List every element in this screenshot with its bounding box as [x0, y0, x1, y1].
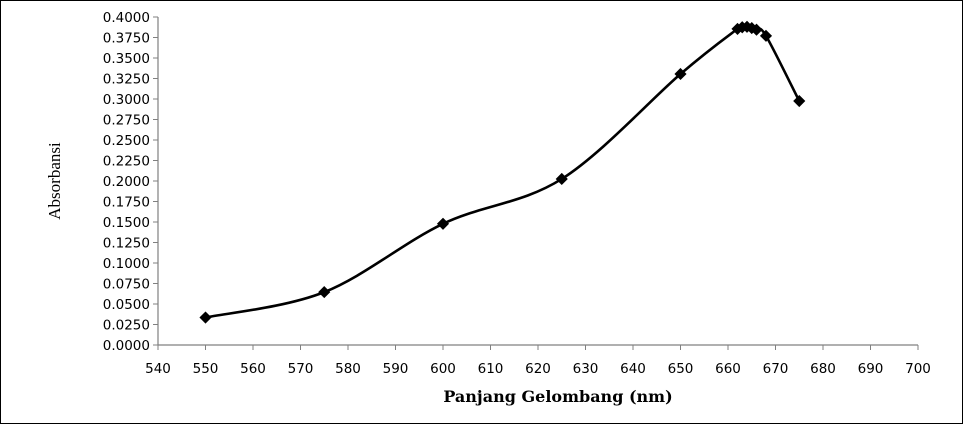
- y-tick-label: 0.2750: [103, 113, 150, 129]
- x-tick-label: 640: [620, 361, 646, 377]
- x-tick-label: 610: [478, 361, 504, 377]
- y-tick-label: 0.1000: [103, 256, 150, 272]
- y-tick-label: 0.2250: [103, 154, 150, 170]
- y-tick-labels: 0.0000 0.0250 0.0500 0.0750 0.1000 0.1250 0.15…: [103, 10, 150, 354]
- y-tick-label: 0.0000: [103, 338, 150, 354]
- x-tick-label: 560: [240, 361, 266, 377]
- data-point-marker: [199, 311, 212, 324]
- y-tick-label: 0.0500: [103, 297, 150, 313]
- y-tick-label: 0.3500: [103, 51, 150, 67]
- y-tick-label: 0.3750: [103, 31, 150, 47]
- x-tick-label: 550: [193, 361, 219, 377]
- y-tick-label: 0.1250: [103, 236, 150, 252]
- data-point-marker: [750, 23, 763, 36]
- y-tick-label: 0.1750: [103, 195, 150, 211]
- y-tick-label: 0.3000: [103, 92, 150, 108]
- x-tick-label: 570: [288, 361, 314, 377]
- x-tick-label: 650: [668, 361, 694, 377]
- x-tick-label: 660: [715, 361, 741, 377]
- x-tick-label: 700: [905, 361, 931, 377]
- x-tick-label: 580: [335, 361, 361, 377]
- x-tick-label: 680: [810, 361, 836, 377]
- x-tick-labels: 540 550 560 570 580 590 600 610 620 630 640 650 660 6…: [145, 361, 931, 377]
- x-tick-label: 540: [145, 361, 171, 377]
- x-tick-label: 690: [858, 361, 884, 377]
- x-axis-title: Panjang Gelombang (nm): [443, 387, 672, 406]
- data-point-marker: [759, 29, 773, 42]
- data-point-marker: [555, 172, 568, 186]
- y-tick-label: 0.3250: [103, 72, 150, 88]
- series-line: [204, 23, 801, 319]
- data-point-marker: [793, 94, 806, 108]
- x-tick-label: 670: [763, 361, 789, 377]
- y-tick-label: 0.0250: [103, 318, 150, 334]
- y-axis-title: Absorbansi: [45, 142, 64, 220]
- data-point-marker: [318, 286, 331, 299]
- data-points: [199, 20, 806, 324]
- data-point-marker: [436, 217, 450, 230]
- x-tick-label: 620: [525, 361, 551, 377]
- x-tick-label: 630: [573, 361, 599, 377]
- x-tick-label: 590: [383, 361, 409, 377]
- y-tick-label: 0.2500: [103, 133, 150, 149]
- y-tick-label: 0.2000: [103, 174, 150, 190]
- x-tick-label: 600: [430, 361, 456, 377]
- y-tick-label: 0.1500: [103, 215, 150, 231]
- y-tick-label: 0.0750: [103, 277, 150, 293]
- axes: [153, 16, 919, 350]
- data-point-marker: [674, 67, 687, 81]
- y-tick-label: 0.4000: [103, 10, 150, 26]
